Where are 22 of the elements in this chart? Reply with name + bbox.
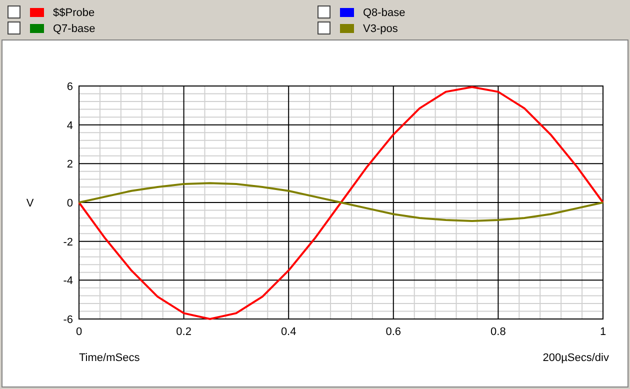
x-tick-label: 1 — [600, 326, 606, 338]
x-tick-label: 0.4 — [280, 326, 296, 338]
y-tick-label: 6 — [66, 81, 73, 93]
legend-label: V3-pos — [363, 23, 398, 35]
line-series — [78, 182, 604, 222]
legend-label: $$Probe — [53, 7, 95, 19]
y-tick-label: -2 — [63, 236, 73, 248]
x-tick-label: 0.2 — [176, 326, 192, 338]
y-tick-label: 0 — [66, 198, 73, 210]
legend-label: Q8-base — [363, 7, 406, 19]
x-tick-label: 0.6 — [386, 326, 402, 338]
y-tick-label: 4 — [66, 120, 73, 132]
x-tick-label: 0.8 — [490, 326, 506, 338]
x-tick-label: 0 — [76, 326, 82, 338]
y-tick-label: -6 — [63, 314, 73, 326]
y-tick-label: -4 — [63, 275, 73, 288]
legend-label: Q7-base — [53, 23, 96, 35]
text: 200µSecs/div — [542, 352, 610, 364]
line-series — [78, 86, 604, 320]
x-axis-title: Time/mSecs — [79, 352, 140, 364]
y-axis-title: V — [26, 198, 34, 210]
y-tick-label: 2 — [66, 158, 73, 171]
